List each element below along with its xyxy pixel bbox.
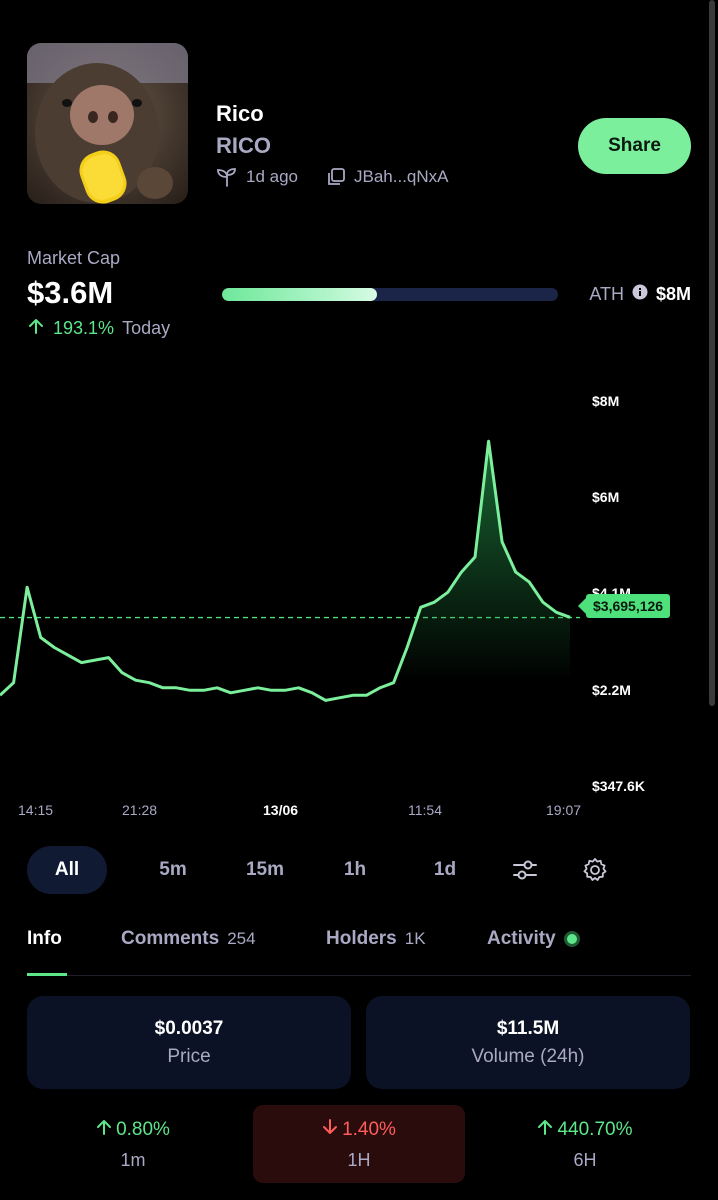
tab-info-label: Info: [27, 928, 62, 949]
change-period: Today: [122, 318, 171, 338]
tab-activity[interactable]: Activity: [487, 928, 580, 950]
y-tick: $8M: [592, 393, 620, 409]
timeframe-15m[interactable]: 15m: [245, 859, 285, 880]
change-6h[interactable]: 440.70% 6H: [479, 1105, 691, 1183]
timeframe-1h[interactable]: 1h: [343, 859, 367, 880]
x-tick: 13/06: [263, 802, 299, 818]
ath-info: ATH $8M: [589, 284, 691, 305]
ath-progress-fill: [222, 288, 377, 301]
detail-tabs: Info Comments 254 Holders 1K Activity: [27, 920, 691, 976]
change-1m[interactable]: 0.80% 1m: [27, 1105, 239, 1183]
x-tick: 11:54: [408, 802, 442, 818]
change-6h-percent: 440.70%: [557, 1118, 633, 1140]
timeframe-5m[interactable]: 5m: [159, 859, 187, 880]
x-tick: 19:07: [546, 802, 582, 818]
timeframe-selector: All 5m 15m 1h 1d: [27, 845, 691, 895]
change-1h-value: 1.40%: [322, 1118, 396, 1142]
arrow-up-icon: [96, 1118, 112, 1142]
volume-label: Volume (24h): [471, 1045, 585, 1067]
price-chart[interactable]: $8M $6M $4.1M $2.2M $347.6K $3,695,126 1…: [0, 380, 718, 830]
change-1h-percent: 1.40%: [342, 1118, 396, 1140]
change-6h-value: 440.70%: [537, 1118, 633, 1142]
active-tab-indicator: [27, 973, 67, 976]
y-tick: $2.2M: [592, 682, 631, 698]
change-1h[interactable]: 1.40% 1H: [253, 1105, 465, 1183]
y-tick: $6M: [592, 489, 620, 505]
gear-icon[interactable]: [565, 846, 625, 894]
y-tick: $347.6K: [592, 778, 645, 794]
chart-area: [393, 441, 570, 683]
tab-comments-label: Comments: [121, 928, 220, 949]
market-cap-change: 193.1% Today: [27, 317, 691, 340]
arrow-up-icon: [537, 1118, 553, 1142]
tab-holders-label: Holders: [326, 928, 397, 949]
price-card: $0.0037 Price: [27, 996, 351, 1089]
change-1m-label: 1m: [120, 1149, 146, 1170]
tab-activity-label: Activity: [487, 928, 556, 949]
ath-label: ATH: [589, 284, 624, 304]
market-cap-section: Market Cap $3.6M 193.1% Today ATH $8M: [27, 248, 691, 348]
market-cap-label: Market Cap: [27, 248, 121, 268]
comments-count: 254: [227, 929, 256, 948]
volume-card: $11.5M Volume (24h): [366, 996, 690, 1089]
sliders-icon[interactable]: [495, 846, 555, 894]
copy-icon[interactable]: [326, 167, 346, 187]
sprout-icon: [216, 167, 238, 187]
timeframe-all[interactable]: All: [27, 846, 107, 894]
change-6h-label: 6H: [573, 1149, 597, 1170]
token-meta: 1d ago JBah...qNxA: [216, 167, 449, 187]
token-avatar[interactable]: [27, 43, 188, 204]
token-age: 1d ago: [246, 167, 298, 186]
tab-info[interactable]: Info: [27, 928, 62, 950]
porcupine-image: [27, 43, 188, 204]
arrow-up-icon: [27, 317, 45, 340]
current-price-tag: $3,695,126: [577, 594, 671, 618]
holders-count: 1K: [404, 929, 426, 948]
token-info: Rico RICO 1d ago JBah...qNxA: [216, 101, 449, 187]
token-name: Rico: [216, 101, 264, 126]
timeframe-1d[interactable]: 1d: [433, 859, 457, 880]
scrollbar[interactable]: [709, 0, 715, 706]
share-button[interactable]: Share: [578, 118, 691, 174]
change-1m-percent: 0.80%: [116, 1118, 170, 1140]
x-tick: 21:28: [122, 802, 158, 818]
chart-canvas: [0, 439, 580, 702]
price-value: $0.0037: [154, 1017, 224, 1039]
arrow-down-icon: [322, 1118, 338, 1142]
live-indicator-icon: [563, 931, 580, 947]
tab-holders[interactable]: Holders 1K: [326, 928, 426, 950]
ath-value: $8M: [655, 284, 691, 304]
price-change-row: 0.80% 1m 1.40% 1H 440.70% 6H: [27, 1105, 691, 1183]
token-address[interactable]: JBah...qNxA: [354, 167, 449, 186]
token-header: Rico RICO 1d ago JBah...qNxA Share: [27, 43, 691, 204]
ath-progress-bar: [222, 288, 558, 301]
token-symbol: RICO: [216, 133, 271, 158]
market-cap-value: $3.6M: [27, 275, 114, 310]
tab-comments[interactable]: Comments 254: [121, 928, 256, 950]
change-1m-value: 0.80%: [96, 1118, 170, 1142]
volume-value: $11.5M: [496, 1017, 560, 1039]
change-percent: 193.1%: [53, 318, 115, 338]
x-tick: 14:15: [18, 802, 54, 818]
change-1h-label: 1H: [347, 1149, 371, 1170]
chart-line: [0, 439, 571, 702]
info-icon[interactable]: [632, 284, 648, 305]
price-label: Price: [167, 1045, 211, 1067]
